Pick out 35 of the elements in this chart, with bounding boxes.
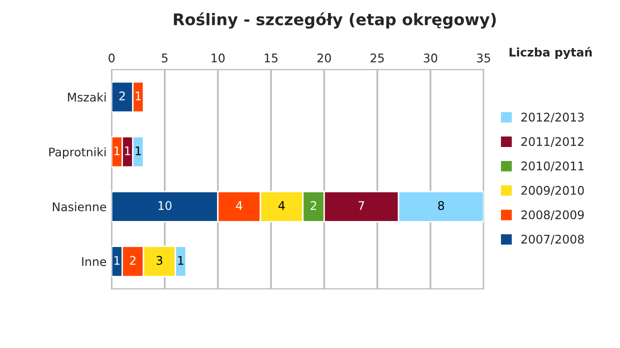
x-tick-label: 10 [212, 54, 225, 62]
legend-label: 2012/2013 [521, 112, 584, 123]
y-tick-label: Nasienne [52, 202, 106, 212]
data-label: 1 [125, 146, 130, 156]
x-tick-label: 15 [264, 54, 278, 62]
data-label: 1 [114, 256, 120, 265]
x-tick-label: 25 [370, 54, 384, 62]
legend-label: 2007/2008 [521, 234, 584, 245]
y-tick-label: Mszaki [68, 92, 106, 102]
x-tick-label: 20 [318, 54, 331, 62]
data-label: 1 [136, 146, 141, 156]
data-label: 7 [358, 201, 364, 210]
data-label: 8 [438, 201, 444, 210]
x-tick-label: 30 [424, 54, 438, 62]
x-tick-label: 0 [108, 54, 115, 62]
legend-label: 2011/2012 [521, 137, 584, 147]
data-label: 4 [278, 201, 285, 210]
data-label: 10 [158, 201, 172, 210]
chart-title: Rośliny - szczegóły (etap okręgowy) [174, 12, 496, 29]
legend-label: 2008/2009 [521, 210, 584, 220]
data-label: 2 [130, 256, 136, 265]
y-tick-label: Inne [82, 257, 106, 266]
data-label: 1 [136, 92, 141, 100]
x-tick-label: 5 [162, 54, 168, 62]
data-label: 2 [310, 201, 316, 210]
data-label: 3 [156, 256, 162, 265]
legend-label: 2009/2010 [521, 186, 584, 196]
legend-label: 2010/2011 [521, 162, 584, 172]
y-tick-label: Paprotniki [49, 147, 106, 159]
data-label: 1 [178, 256, 184, 265]
x-axis-title: Liczba pytań [510, 47, 592, 59]
x-tick-label: 35 [476, 54, 490, 62]
data-label: 1 [114, 146, 120, 156]
data-label: 2 [119, 92, 125, 100]
data-label: 4 [236, 201, 242, 210]
